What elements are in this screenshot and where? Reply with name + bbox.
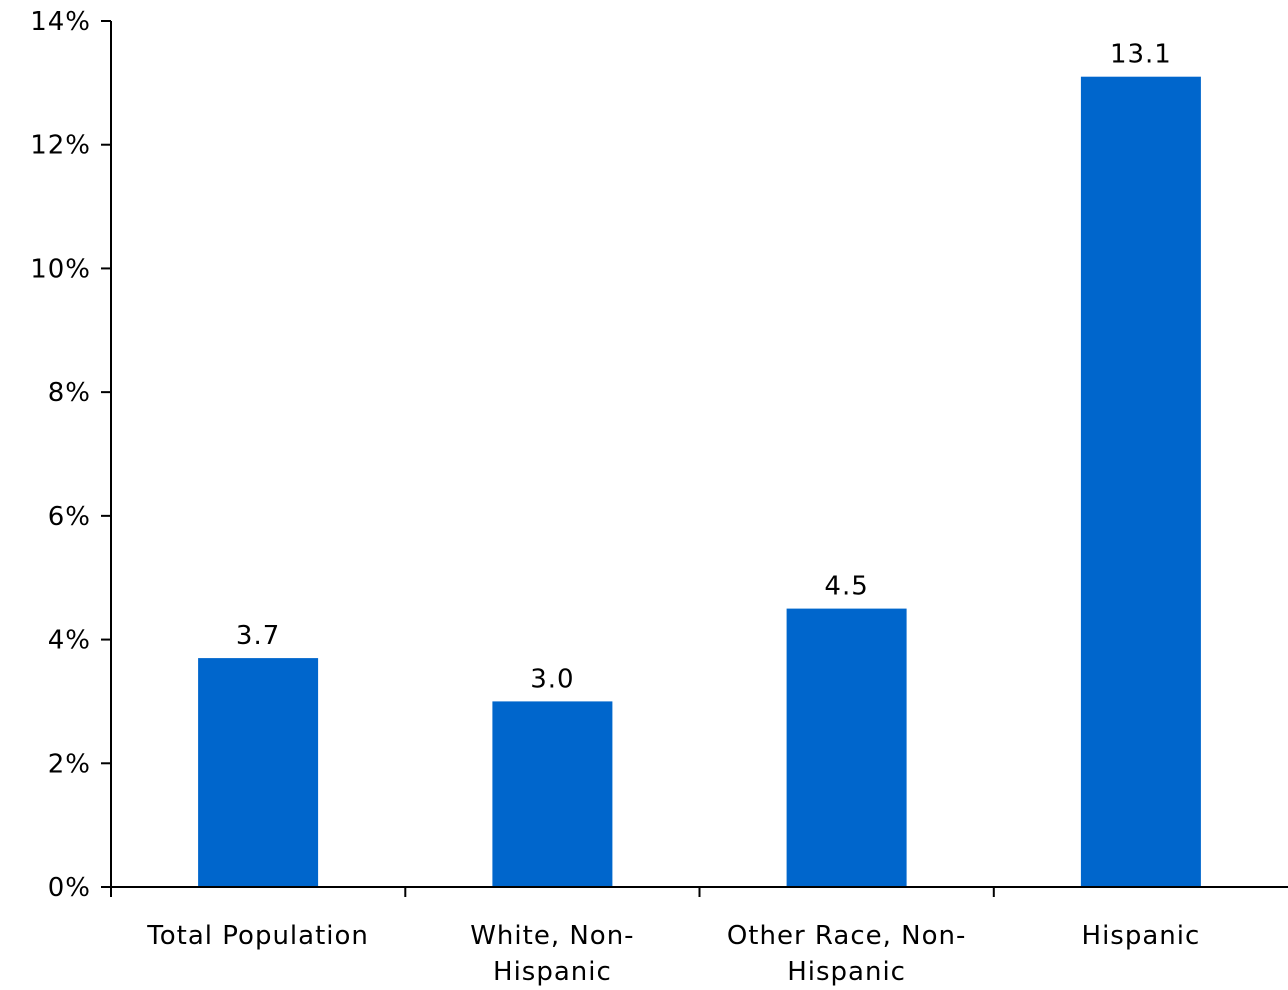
y-tick-label-4: 8% — [48, 378, 91, 408]
category-label-2-line-0: Other Race, Non- — [727, 921, 967, 951]
bar-1 — [492, 701, 613, 887]
y-tick-label-0: 0% — [48, 873, 91, 903]
bar-3 — [1080, 76, 1201, 887]
y-tick-label-6: 12% — [30, 131, 91, 161]
bar-0 — [198, 658, 319, 887]
axes-layer — [101, 20, 1288, 897]
y-tick-label-3: 6% — [48, 502, 91, 532]
y-tick-label-2: 4% — [48, 626, 91, 656]
data-label-2: 4.5 — [824, 572, 868, 602]
y-tick-label-7: 14% — [30, 7, 91, 37]
bar-2 — [786, 608, 907, 887]
data-label-3: 13.1 — [1110, 40, 1172, 70]
category-label-3-line-0: Hispanic — [1082, 921, 1201, 951]
category-label-0-line-0: Total Population — [146, 921, 369, 951]
data-label-1: 3.0 — [530, 664, 574, 694]
category-label-1-line-0: White, Non- — [470, 921, 634, 951]
labels-layer: 3.7 Total Population 3.0 White, Non- Hispani… — [30, 7, 1201, 987]
category-label-1-line-1: Hispanic — [493, 957, 612, 987]
bars-layer — [198, 76, 1201, 887]
data-label-0: 3.7 — [236, 621, 280, 651]
y-tick-label-5: 10% — [30, 254, 91, 284]
y-tick-label-1: 2% — [48, 749, 91, 779]
category-label-2-line-1: Hispanic — [787, 957, 906, 987]
